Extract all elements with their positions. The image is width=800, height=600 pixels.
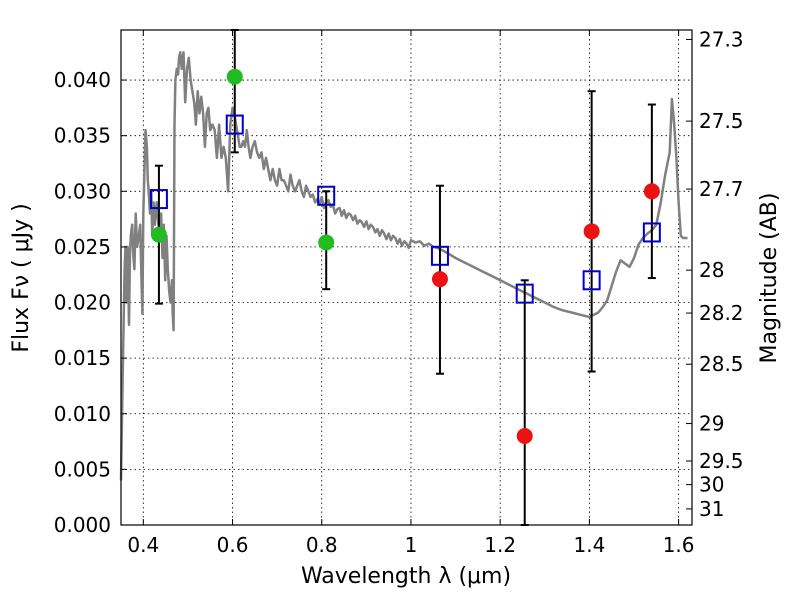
- right-tick-label: 28: [699, 258, 724, 282]
- right-tick-label: 28.5: [699, 352, 744, 376]
- y-tick-label: 0.020: [54, 291, 111, 315]
- y-tick-label: 0.000: [54, 513, 111, 537]
- model-square-point: [582, 270, 601, 291]
- model-square-point: [515, 283, 534, 304]
- x-tick-label: 0.4: [127, 533, 159, 557]
- green-circle-point: [226, 68, 243, 85]
- right-tick-label: 27.7: [699, 177, 744, 201]
- y-axis-label-right: Magnitude (AB): [757, 193, 782, 364]
- y-tick-label: 0.025: [54, 235, 111, 259]
- y-tick-label: 0.040: [54, 68, 111, 92]
- y-tick-label: 0.010: [54, 402, 111, 426]
- sed-curve-layer: [119, 50, 688, 481]
- x-tick-label: 0.8: [306, 533, 338, 557]
- green-circle-point: [318, 234, 335, 251]
- green-circle-point: [150, 226, 167, 243]
- axis-ticks: 0.4 0.6 0.8 1 1.2 1.4 1.6 0.000 0.005 0.010 0.015 0…: [54, 27, 744, 557]
- right-tick-label: 27.5: [699, 109, 744, 133]
- x-tick-label: 1.6: [663, 533, 695, 557]
- right-tick-label: 30: [699, 473, 724, 497]
- red-circle-point: [643, 183, 660, 200]
- model-square-point: [317, 185, 336, 206]
- red-circle-point: [583, 223, 600, 240]
- right-tick-label: 31: [699, 497, 724, 521]
- red-circle-point: [431, 271, 448, 288]
- x-axis-label: Wavelength λ (μm): [301, 564, 511, 589]
- grid: [121, 30, 692, 526]
- model-square-point: [430, 245, 449, 266]
- sed-curve: [119, 50, 688, 481]
- model-square-point: [642, 222, 661, 243]
- x-tick-label: 1.4: [573, 533, 605, 557]
- x-tick-label: 1.2: [484, 533, 516, 557]
- y-axis-label-left: Flux Fν ( μJy ): [9, 203, 34, 352]
- right-tick-label: 28.2: [699, 301, 744, 325]
- red-circle-point: [516, 428, 533, 445]
- right-tick-label: 29: [699, 412, 724, 436]
- plot-frame: [120, 29, 693, 526]
- x-tick-label: 0.6: [217, 533, 249, 557]
- y-tick-label: 0.005: [54, 457, 111, 481]
- x-tick-label: 1: [405, 533, 418, 557]
- model-square-point: [149, 189, 168, 210]
- marker-layer: [149, 68, 661, 445]
- right-tick-label: 29.5: [699, 449, 744, 473]
- y-tick-label: 0.035: [54, 124, 111, 148]
- right-tick-label: 27.3: [699, 27, 744, 51]
- model-square-point: [225, 114, 244, 135]
- y-tick-label: 0.015: [54, 346, 111, 370]
- y-tick-label: 0.030: [54, 179, 111, 203]
